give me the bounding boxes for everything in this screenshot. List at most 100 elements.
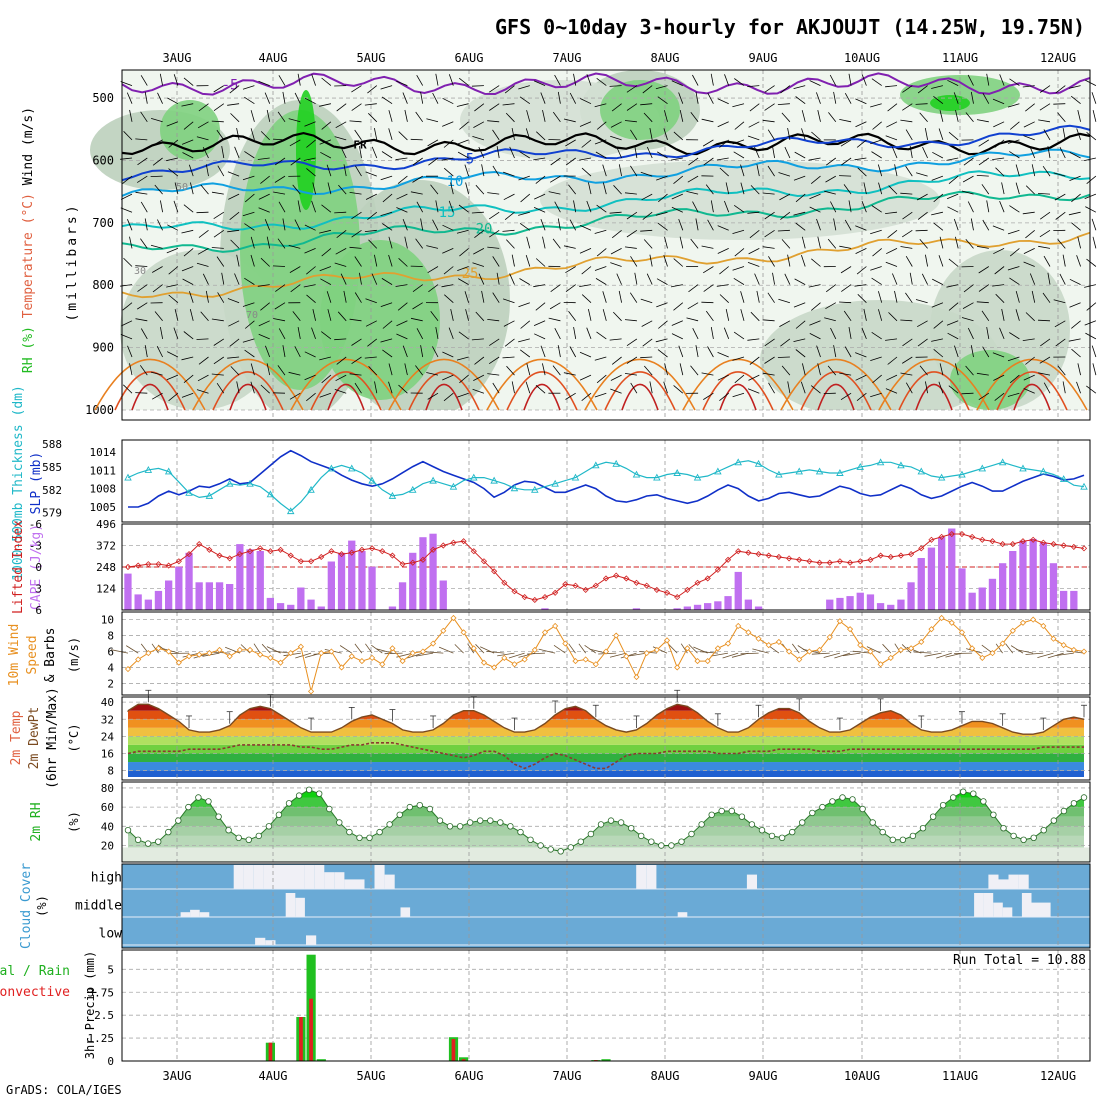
wind-barb [657,222,668,231]
wind-barb [579,284,592,287]
wind10-label-c: & Barbs [43,628,58,683]
rh-point [1080,794,1088,801]
wind10-point [969,645,976,652]
cloud-unit: (%) [35,895,49,917]
temp-band [128,770,1084,777]
wind-barb [381,151,393,159]
warm-contour [800,371,872,411]
wind-barb [173,200,179,213]
wind10-point [948,619,955,626]
wind-barb [793,85,806,89]
wind-barb [1023,261,1035,267]
wind-barb [504,85,515,94]
wind-barb [707,219,714,231]
wind-barb [793,211,806,216]
wind-barb [294,346,301,358]
wind-barb [856,392,867,402]
wind10-point [257,651,264,658]
rh-point [245,836,252,843]
wind-barb [925,254,928,267]
lifted-point [674,594,681,601]
rh-point [537,842,544,849]
rh-point [154,838,162,845]
wind-barb [764,356,775,364]
wind-barb [144,91,148,104]
wind-barb [656,175,668,181]
wind-barb [690,111,699,123]
wind10-barb [538,648,556,654]
thickness-point [144,465,153,473]
wind-barb [779,193,791,201]
wind-barb [465,309,469,321]
wind-barb [1042,292,1051,303]
lifted-point [480,558,488,565]
wind-barb [734,78,745,86]
wind10-point [826,634,833,641]
wind-barb [415,365,424,376]
wind-barb [250,236,255,249]
wind-barb [870,392,882,398]
rh-band [128,835,1084,848]
wind-barb [657,96,668,105]
wind-barb [725,309,730,321]
temp-band [128,753,1084,763]
rh-point [346,828,353,836]
wind10-barb [354,643,363,654]
wind-barb [780,338,791,347]
wind-barb [703,392,714,400]
wind-barb [336,229,347,239]
thickness-point [246,479,254,487]
rh-point [819,803,826,811]
wind-barb [492,165,500,177]
cape-bar [999,563,1007,610]
wind-barb [794,278,806,285]
wind-barb [306,392,316,402]
cloud-bar [1018,874,1029,889]
wind-barb [703,284,714,292]
cape-bar [419,537,427,610]
wind-barb [502,298,515,304]
wind-barb [833,218,837,231]
rh-point [497,819,504,826]
wind-barb [1009,78,1020,86]
cloud-bar [983,893,994,917]
rh-point [436,817,444,824]
wind10-barb [454,644,464,654]
wind-barb [236,381,240,394]
wind-barb [381,278,393,285]
wind-barb [986,200,990,213]
wind-barb [933,222,944,231]
wind-barb [618,290,622,303]
wind-barb [905,292,913,303]
precip-conv-bar [268,1042,273,1061]
wind-barb [701,245,714,249]
wind-barb [278,75,286,86]
wind-barb [525,128,531,141]
wind-barb [535,258,546,267]
wind-barb [762,192,775,195]
wind-barb [947,332,959,340]
wind-barb [120,207,133,213]
wind-barb [511,128,515,140]
wind-barb [568,184,577,195]
wind-barb [885,85,898,88]
wind-barb [793,338,806,342]
wind-barb [166,374,179,381]
wind-barb [398,131,408,141]
slp-tick-label: 1014 [90,446,117,459]
wind10-point [318,650,325,657]
wind-barb [340,146,347,159]
wind-barb [168,139,179,148]
wind-barb [905,165,913,177]
wind-barb [227,171,240,177]
wind-barb [948,302,959,311]
wind-barb [1015,164,1020,177]
wind-barb [871,205,882,213]
wind-barb [594,392,607,398]
warm-contour [621,383,659,411]
precip-tick-label: 0 [107,1055,114,1068]
wind-barb [127,219,133,231]
rh-point [406,803,413,811]
lifted-point [521,594,528,601]
wind-barb [488,85,500,93]
